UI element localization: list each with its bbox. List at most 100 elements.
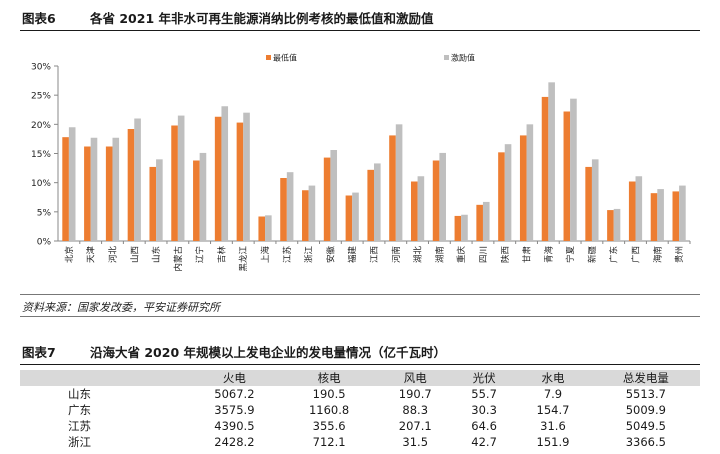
bar-incentive <box>461 214 468 241</box>
row-province: 广东 <box>68 403 91 417</box>
bar-minimum <box>84 146 91 241</box>
header-hydro: 水电 <box>514 370 592 386</box>
header-wind: 风电 <box>376 370 454 386</box>
bar-incentive <box>308 185 316 241</box>
bar-incentive <box>156 159 163 241</box>
bar-incentive <box>243 112 250 241</box>
cell-value: 42.7 <box>471 435 497 449</box>
bar-incentive <box>395 124 403 241</box>
bar-minimum <box>541 96 549 241</box>
x-tick-label: 江西 <box>370 246 380 263</box>
bar-minimum <box>432 160 440 241</box>
y-tick-label: 10% <box>31 179 51 189</box>
x-tick-label: 江苏 <box>282 246 293 264</box>
cell-value: 190.5 <box>312 387 346 401</box>
figure6-number: 图表6 <box>22 11 56 26</box>
cell-value: 207.1 <box>398 419 432 433</box>
bar-minimum <box>345 195 353 241</box>
x-tick-label: 山东 <box>151 246 162 263</box>
bar-incentive <box>657 189 664 241</box>
x-tick-label: 内蒙古 <box>173 246 184 272</box>
bar-minimum <box>214 116 222 241</box>
bar-incentive <box>68 127 76 241</box>
header-nuclear: 核电 <box>281 370 377 386</box>
x-tick-label: 北京 <box>64 246 75 263</box>
cell-value: 190.7 <box>398 387 432 401</box>
bar-incentive <box>199 152 207 241</box>
bar-incentive <box>570 98 577 241</box>
x-tick-label: 四川 <box>479 246 489 263</box>
x-tick-label: 宁夏 <box>565 246 576 264</box>
row-province: 浙江 <box>68 435 91 449</box>
source-note: 资料来源：国家发改委，平安证券研究所 <box>22 301 220 314</box>
cell-value: 31.6 <box>540 419 566 433</box>
x-tick-label: 福建 <box>347 246 358 264</box>
figure6-title: 各省 2021 年非水可再生能源消纳比例考核的最低值和激励值 <box>90 11 434 26</box>
x-tick-label: 辽宁 <box>195 246 206 263</box>
cell-value: 355.6 <box>312 419 346 433</box>
bar-incentive <box>548 82 555 241</box>
bar-minimum <box>127 129 135 241</box>
source-top-rule <box>20 294 700 295</box>
bar-incentive <box>221 106 229 241</box>
cell-value: 154.7 <box>536 403 570 417</box>
x-tick-label: 河南 <box>391 246 402 263</box>
bar-minimum <box>519 135 527 241</box>
bar-incentive <box>286 172 294 241</box>
bar-incentive <box>635 176 643 241</box>
bar-minimum <box>476 204 483 241</box>
x-tick-label: 广东 <box>609 246 620 263</box>
legend-swatch <box>266 55 271 60</box>
table-row: 江苏 4390.5 355.6 207.1 64.6 31.6 5049.5 <box>20 418 700 434</box>
bar-minimum <box>302 190 309 241</box>
bar-incentive <box>482 201 490 241</box>
x-tick-label: 吉林 <box>216 246 227 264</box>
table-row: 广东 3575.9 1160.8 88.3 30.3 154.7 5009.9 <box>20 402 700 418</box>
bar-minimum <box>410 181 418 241</box>
bar-minimum <box>367 169 374 241</box>
y-tick-label: 15% <box>31 150 51 160</box>
cell-value: 1160.8 <box>308 403 350 417</box>
bar-incentive <box>352 192 359 241</box>
bar-minimum <box>563 111 571 241</box>
x-tick-label: 湖北 <box>414 246 424 264</box>
x-tick-label: 新疆 <box>587 246 598 264</box>
cell-value: 7.9 <box>543 387 563 401</box>
cell-value: 64.6 <box>471 419 497 433</box>
bar-incentive <box>613 208 621 241</box>
y-tick-label: 20% <box>31 121 51 131</box>
bar-minimum <box>105 146 113 241</box>
cell-value: 151.9 <box>536 435 570 449</box>
x-tick-label: 黑龙江 <box>238 246 249 272</box>
bar-incentive <box>90 137 98 241</box>
legend-label: 最低值 <box>273 53 297 63</box>
cell-value: 3575.9 <box>214 403 255 417</box>
cell-value: 3366.5 <box>625 435 666 449</box>
bar-incentive <box>374 163 381 241</box>
bar-minimum <box>258 216 266 241</box>
cell-value: 5009.9 <box>625 403 666 417</box>
bar-incentive <box>112 137 120 241</box>
bar-incentive <box>679 185 686 241</box>
figure7-title: 沿海大省 2020 年规模以上发电企业的发电量情况（亿千瓦时） <box>90 345 446 360</box>
bar-incentive <box>330 150 338 241</box>
cell-value: 4390.5 <box>214 419 255 433</box>
x-tick-label: 河北 <box>107 246 118 264</box>
x-tick-label: 湖南 <box>434 246 445 263</box>
bar-minimum <box>323 157 331 241</box>
bar-minimum <box>280 178 287 241</box>
cell-value: 88.3 <box>402 403 429 417</box>
bar-incentive <box>265 215 272 241</box>
bar-minimum <box>236 122 244 241</box>
cell-value: 5067.2 <box>214 387 255 401</box>
y-tick-label: 0% <box>37 238 52 248</box>
x-tick-label: 广西 <box>631 246 642 263</box>
figure7-header: 图表7 沿海大省 2020 年规模以上发电企业的发电量情况（亿千瓦时） <box>20 342 700 365</box>
x-tick-label: 上海 <box>260 246 271 264</box>
bar-minimum <box>171 125 178 241</box>
bar-incentive <box>526 124 534 241</box>
bar-incentive <box>134 118 141 241</box>
y-tick-label: 25% <box>31 92 51 102</box>
table-header-row: 火电 核电 风电 光伏 水电 总发电量 <box>20 370 700 386</box>
x-tick-label: 海南 <box>652 246 663 263</box>
